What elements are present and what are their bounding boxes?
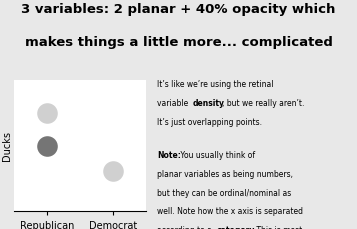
- Text: makes things a little more... complicated: makes things a little more... complicate…: [25, 35, 332, 49]
- Text: , but we really aren’t.: , but we really aren’t.: [222, 99, 305, 108]
- Point: [44, 144, 50, 148]
- Text: 3 variables: 2 planar + 40% opacity which: 3 variables: 2 planar + 40% opacity whic…: [21, 3, 336, 16]
- Text: according to a: according to a: [157, 225, 214, 229]
- Text: planar variables as being numbers,: planar variables as being numbers,: [157, 169, 293, 178]
- Point: [111, 169, 116, 173]
- Text: You usually think of: You usually think of: [178, 151, 255, 160]
- Text: well. Note how the x axis is separated: well. Note how the x axis is separated: [157, 206, 303, 215]
- Text: but they can be ordinal/nominal as: but they can be ordinal/nominal as: [157, 188, 291, 197]
- Text: It’s just overlapping points.: It’s just overlapping points.: [157, 117, 262, 126]
- Text: Note:: Note:: [157, 151, 181, 160]
- Text: density: density: [193, 99, 225, 108]
- Text: category.: category.: [217, 225, 257, 229]
- Text: This is most: This is most: [255, 225, 303, 229]
- Text: variable: variable: [157, 99, 191, 108]
- Point: [44, 112, 50, 116]
- Y-axis label: Ducks: Ducks: [1, 131, 11, 160]
- Text: It’s like we’re using the retinal: It’s like we’re using the retinal: [157, 80, 273, 89]
